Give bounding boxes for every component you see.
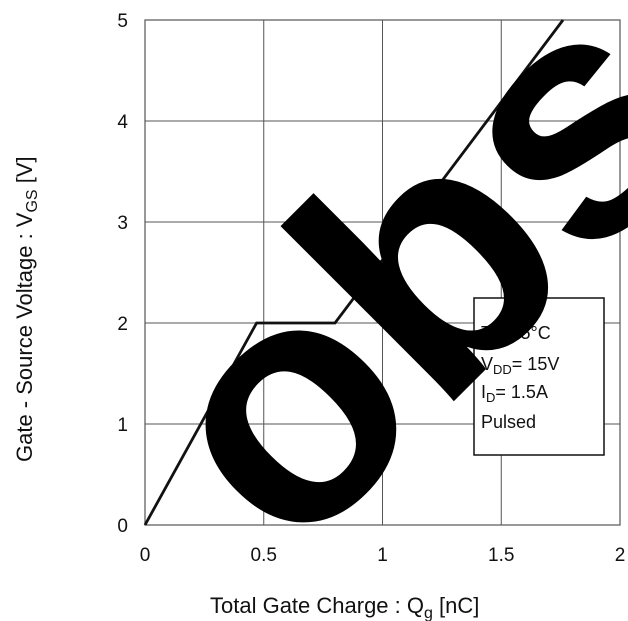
y-tick-label-5: 5 [117, 11, 128, 32]
x-tick-label-4: 2 [615, 545, 626, 566]
x-axis-label: Total Gate Charge : Qg [nC] [210, 593, 479, 621]
x-tick-label-2: 1 [377, 545, 388, 566]
x-tick-label-1: 0.5 [251, 545, 277, 566]
x-tick-label-3: 1.5 [488, 545, 514, 566]
y-tick-label-4: 4 [117, 112, 128, 133]
annotation-vdd: VDD= 15V [481, 354, 559, 377]
series-layer [143, 19, 565, 526]
y-tick-label-2: 2 [117, 314, 128, 335]
y-tick-label-0: 0 [117, 516, 128, 537]
watermark: obs [74, 0, 628, 616]
x-tick-labels: 0 0.5 1 1.5 2 [140, 545, 626, 566]
plot-area-border [144, 19, 621, 526]
annotation-border [473, 297, 605, 456]
y-tick-labels: 0 1 2 3 4 5 [117, 11, 128, 537]
annotation-pulsed: Pulsed [481, 412, 536, 432]
annotation-temperature: Ta=25°C [481, 323, 551, 343]
annotation-id: ID= 1.5A [481, 382, 548, 405]
y-tick-label-3: 3 [117, 213, 128, 234]
series-line-0 [143, 19, 565, 526]
y-axis-label: Gate - Source Voltage : VGS [V] [12, 156, 41, 462]
x-tick-label-0: 0 [140, 545, 151, 566]
annotation-box: Ta=25°C VDD= 15V ID= 1.5A Pulsed [473, 297, 605, 456]
y-tick-label-1: 1 [117, 415, 128, 436]
plot-frame [144, 19, 621, 526]
